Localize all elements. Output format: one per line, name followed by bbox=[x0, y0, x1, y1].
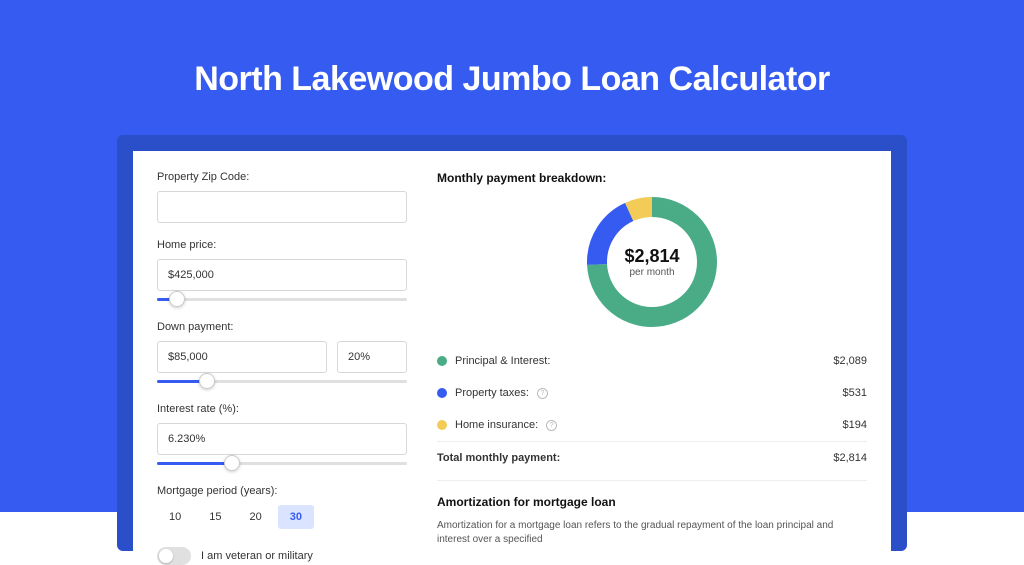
legend: Principal & Interest: $2,089 Property taxe… bbox=[437, 345, 867, 441]
veteran-label: I am veteran or military bbox=[201, 550, 313, 562]
legend-row-1: Property taxes:? $531 bbox=[437, 377, 867, 409]
legend-row-0: Principal & Interest: $2,089 bbox=[437, 345, 867, 377]
home-price-input[interactable] bbox=[157, 259, 407, 291]
legend-value: $194 bbox=[843, 419, 867, 431]
legend-dot bbox=[437, 388, 447, 398]
interest-input[interactable] bbox=[157, 423, 407, 455]
calculator-panel: Property Zip Code: Home price: Down paym… bbox=[133, 151, 891, 551]
interest-label: Interest rate (%): bbox=[157, 403, 407, 415]
total-value: $2,814 bbox=[833, 452, 867, 464]
slider-thumb[interactable] bbox=[169, 291, 185, 307]
interest-field: Interest rate (%): bbox=[157, 403, 407, 469]
page-root: North Lakewood Jumbo Loan Calculator Pro… bbox=[0, 0, 1024, 512]
period-button-15[interactable]: 15 bbox=[197, 505, 233, 529]
legend-label: Home insurance: bbox=[455, 419, 538, 431]
legend-value: $2,089 bbox=[833, 355, 867, 367]
amortization-section: Amortization for mortgage loan Amortizat… bbox=[437, 480, 867, 547]
donut-center: $2,814 per month bbox=[587, 197, 717, 327]
total-label: Total monthly payment: bbox=[437, 452, 560, 464]
legend-value: $531 bbox=[843, 387, 867, 399]
donut-chart: $2,814 per month bbox=[587, 197, 717, 327]
veteran-row: I am veteran or military bbox=[157, 547, 407, 565]
period-buttons: 10152030 bbox=[157, 505, 407, 529]
interest-slider[interactable] bbox=[157, 459, 407, 469]
donut-amount: $2,814 bbox=[624, 246, 679, 267]
down-payment-pct-input[interactable] bbox=[337, 341, 407, 373]
breakdown-title: Monthly payment breakdown: bbox=[437, 171, 867, 185]
veteran-toggle[interactable] bbox=[157, 547, 191, 565]
info-icon[interactable]: ? bbox=[546, 420, 557, 431]
period-button-20[interactable]: 20 bbox=[238, 505, 274, 529]
toggle-knob bbox=[159, 549, 173, 563]
home-price-label: Home price: bbox=[157, 239, 407, 251]
legend-total-row: Total monthly payment: $2,814 bbox=[437, 441, 867, 474]
period-label: Mortgage period (years): bbox=[157, 485, 407, 497]
info-icon[interactable]: ? bbox=[537, 388, 548, 399]
amortization-text: Amortization for a mortgage loan refers … bbox=[437, 519, 867, 547]
home-price-field: Home price: bbox=[157, 239, 407, 305]
down-payment-amount-input[interactable] bbox=[157, 341, 327, 373]
donut-sub: per month bbox=[629, 267, 674, 278]
down-payment-slider[interactable] bbox=[157, 377, 407, 387]
legend-row-2: Home insurance:? $194 bbox=[437, 409, 867, 441]
zip-field: Property Zip Code: bbox=[157, 171, 407, 223]
amortization-title: Amortization for mortgage loan bbox=[437, 495, 867, 509]
zip-label: Property Zip Code: bbox=[157, 171, 407, 183]
legend-dot bbox=[437, 356, 447, 366]
period-button-30[interactable]: 30 bbox=[278, 505, 314, 529]
page-title: North Lakewood Jumbo Loan Calculator bbox=[194, 60, 830, 99]
panel-shadow: Property Zip Code: Home price: Down paym… bbox=[117, 135, 907, 551]
legend-label: Property taxes: bbox=[455, 387, 529, 399]
down-payment-label: Down payment: bbox=[157, 321, 407, 333]
period-field: Mortgage period (years): 10152030 bbox=[157, 485, 407, 529]
home-price-slider[interactable] bbox=[157, 295, 407, 305]
slider-thumb[interactable] bbox=[199, 373, 215, 389]
down-payment-field: Down payment: bbox=[157, 321, 407, 387]
zip-input[interactable] bbox=[157, 191, 407, 223]
breakdown-column: Monthly payment breakdown: $2,814 per mo… bbox=[437, 171, 867, 531]
legend-dot bbox=[437, 420, 447, 430]
legend-label: Principal & Interest: bbox=[455, 355, 550, 367]
donut-wrap: $2,814 per month bbox=[437, 197, 867, 327]
period-button-10[interactable]: 10 bbox=[157, 505, 193, 529]
slider-thumb[interactable] bbox=[224, 455, 240, 471]
form-column: Property Zip Code: Home price: Down paym… bbox=[157, 171, 407, 531]
